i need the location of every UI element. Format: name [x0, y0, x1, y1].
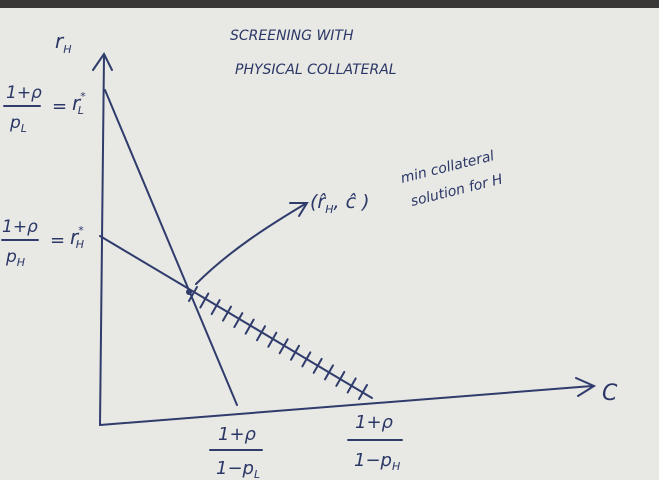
- title-line: PHYSICAL COLLATERAL: [235, 62, 397, 78]
- label-main: p: [9, 113, 21, 133]
- label-main: (r̂: [310, 191, 327, 213]
- paper: [0, 8, 659, 480]
- label-sub: L: [78, 104, 84, 117]
- point-label: (r̂H, ĉ ): [310, 191, 370, 216]
- x-axis-label: C: [602, 381, 618, 406]
- x-label-denominator: 1−pL: [216, 458, 260, 480]
- equals: =: [52, 96, 67, 117]
- label-main: 1−p: [354, 450, 392, 471]
- label-sub: H: [76, 238, 84, 251]
- label-sub: L: [21, 122, 27, 135]
- label-main: , ĉ ): [334, 191, 370, 213]
- y-label-value: r*H: [70, 224, 84, 251]
- label-sup: *: [78, 224, 84, 237]
- diagram: SCREENING WITH PHYSICAL COLLATERAL rH C …: [0, 0, 659, 480]
- y-label-numerator: 1+ρ: [6, 83, 42, 103]
- title-line: SCREENING WITH: [230, 28, 354, 44]
- label-sup: *: [80, 90, 86, 103]
- label-sub: L: [254, 468, 260, 480]
- label-sub: H: [392, 460, 400, 473]
- x-label-numerator: 1+ρ: [355, 412, 394, 433]
- label-sub: H: [63, 43, 71, 56]
- page: SCREENING WITH PHYSICAL COLLATERAL rH C …: [0, 0, 659, 480]
- label-main: p: [5, 247, 17, 267]
- label-sub: H: [17, 256, 25, 269]
- solution-point: [186, 289, 192, 295]
- y-label-numerator: 1+ρ: [2, 217, 38, 237]
- equals: =: [50, 230, 65, 251]
- label-main: 1−p: [216, 458, 254, 479]
- x-label-numerator: 1+ρ: [218, 424, 257, 445]
- label-sub: H: [325, 203, 333, 216]
